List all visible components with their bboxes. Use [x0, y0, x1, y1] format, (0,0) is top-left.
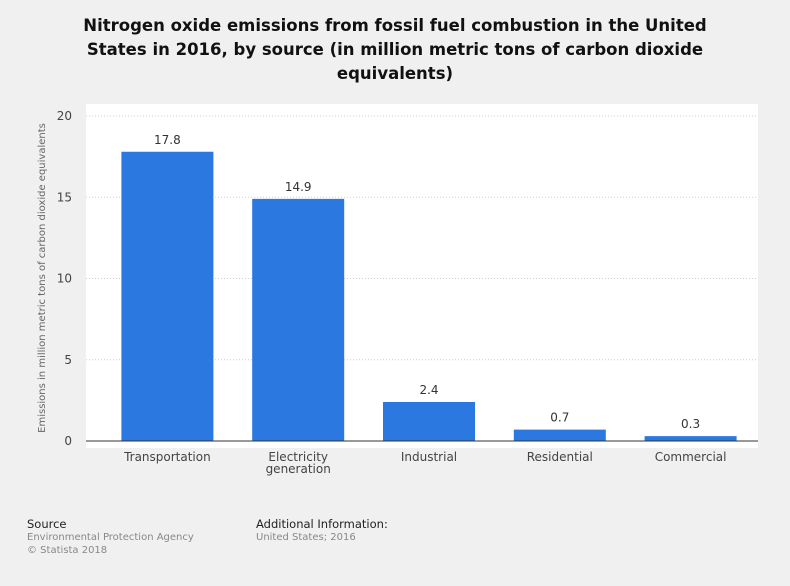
source-line: Environmental Protection Agency: [27, 532, 194, 543]
y-tick-label: 0: [64, 434, 72, 448]
data-label: 17.8: [154, 133, 181, 147]
x-tick-label: Transportation: [123, 450, 211, 464]
data-label: 0.3: [681, 417, 700, 431]
bar-residential: [513, 429, 606, 441]
x-tick-label: Industrial: [401, 450, 457, 464]
x-tick-label: generation: [266, 462, 331, 476]
y-tick-label: 20: [57, 109, 72, 123]
chart-title-line: Nitrogen oxide emissions from fossil fue…: [83, 16, 707, 35]
source-heading: Source: [27, 517, 67, 531]
bar-transportation: [121, 151, 214, 441]
chart-title-line: equivalents): [336, 64, 454, 83]
source-block: Source Environmental Protection Agency ©…: [27, 518, 194, 557]
y-tick-label: 10: [57, 272, 72, 286]
data-label: 2.4: [419, 383, 438, 397]
data-label: 14.9: [285, 180, 312, 194]
copyright-line: © Statista 2018: [27, 545, 108, 556]
x-tick-label: Residential: [527, 450, 593, 464]
bar-electricity-generation: [252, 198, 345, 441]
y-axis-label: Emissions in million metric tons of carb…: [37, 123, 48, 433]
axes: 0 5 10 15 20 Transportation Electricitygenerat…: [57, 109, 758, 476]
additional-info-heading: Additional Information:: [256, 517, 388, 531]
data-label: 0.7: [550, 411, 569, 425]
chart-title-line: States in 2016, by source (in million me…: [86, 40, 704, 59]
x-tick-label: Electricity: [268, 450, 328, 464]
bar-industrial: [383, 402, 475, 441]
y-tick-label: 5: [64, 353, 72, 367]
chart-title: Nitrogen oxide emissions from fossil fue…: [40, 14, 750, 86]
additional-info-line: United States; 2016: [256, 532, 356, 543]
additional-info-block: Additional Information: United States; 2…: [256, 518, 388, 544]
y-tick-label: 15: [57, 190, 72, 204]
x-tick-label: Commercial: [655, 450, 727, 464]
bar-commercial: [644, 436, 737, 441]
bars: 17.8 14.9 2.4 0.7 0.3: [121, 133, 737, 441]
